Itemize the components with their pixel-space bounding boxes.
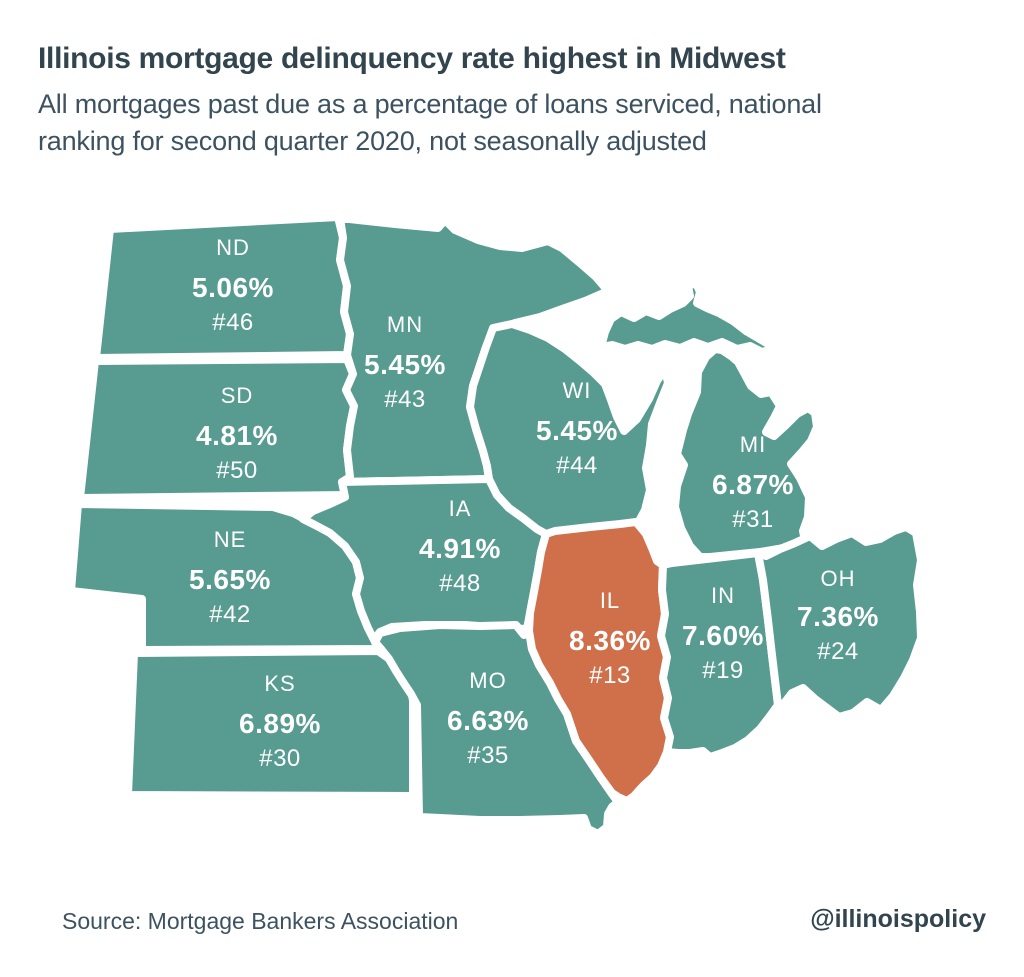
subtitle-line-1: All mortgages past due as a percentage o… bbox=[38, 89, 822, 119]
subtitle-line-2: ranking for second quarter 2020, not sea… bbox=[38, 126, 707, 156]
chart-footer: Source: Mortgage Bankers Association @il… bbox=[0, 905, 1024, 945]
svg-text:4.91%: 4.91% bbox=[419, 533, 501, 564]
svg-text:7.60%: 7.60% bbox=[682, 620, 764, 651]
svg-text:MI: MI bbox=[740, 432, 766, 457]
state-mi-shape bbox=[671, 345, 821, 561]
state-label-wi: WI 5.45% #44 bbox=[536, 378, 618, 479]
svg-text:#31: #31 bbox=[732, 506, 774, 533]
svg-text:5.45%: 5.45% bbox=[536, 415, 618, 446]
state-label-ks: KS 6.89% #30 bbox=[239, 671, 321, 772]
svg-text:MO: MO bbox=[469, 668, 506, 693]
chart-header: Illinois mortgage delinquency rate highe… bbox=[38, 42, 998, 160]
state-label-ia: IA 4.91% #48 bbox=[419, 496, 501, 597]
svg-text:IL: IL bbox=[600, 588, 620, 613]
state-label-in: IN 7.60% #19 bbox=[682, 583, 764, 684]
svg-text:#13: #13 bbox=[589, 662, 631, 689]
state-wi-shape bbox=[466, 320, 672, 538]
svg-text:#50: #50 bbox=[216, 457, 258, 484]
svg-text:#19: #19 bbox=[702, 657, 744, 684]
svg-text:SD: SD bbox=[221, 383, 254, 408]
svg-text:#46: #46 bbox=[212, 309, 254, 336]
state-label-mn: MN 5.45% #43 bbox=[364, 312, 446, 413]
state-label-mo: MO 6.63% #35 bbox=[447, 668, 529, 769]
svg-text:#30: #30 bbox=[259, 745, 301, 772]
state-label-sd: SD 4.81% #50 bbox=[196, 383, 278, 484]
illinoispolicy-handle: @illinoispolicy bbox=[810, 905, 986, 933]
svg-text:IN: IN bbox=[711, 583, 735, 608]
state-mi-upper-peninsula-shape bbox=[597, 279, 777, 356]
svg-text:IA: IA bbox=[449, 496, 472, 521]
state-label-nd: ND 5.06% #46 bbox=[192, 235, 274, 336]
svg-text:OH: OH bbox=[821, 566, 856, 591]
state-label-il: IL 8.36% #13 bbox=[569, 588, 651, 689]
svg-text:KS: KS bbox=[264, 671, 295, 696]
svg-text:#43: #43 bbox=[384, 386, 426, 413]
svg-text:7.36%: 7.36% bbox=[797, 601, 879, 632]
svg-text:8.36%: 8.36% bbox=[569, 625, 651, 656]
svg-text:5.06%: 5.06% bbox=[192, 272, 274, 303]
svg-text:4.81%: 4.81% bbox=[196, 420, 278, 451]
svg-text:ND: ND bbox=[216, 235, 250, 260]
page-title: Illinois mortgage delinquency rate highe… bbox=[38, 42, 786, 75]
svg-text:#42: #42 bbox=[209, 601, 251, 628]
svg-text:MN: MN bbox=[387, 312, 423, 337]
svg-text:#24: #24 bbox=[817, 638, 859, 665]
svg-text:NE: NE bbox=[214, 527, 247, 552]
state-il-shape bbox=[525, 518, 674, 805]
svg-text:6.63%: 6.63% bbox=[447, 705, 529, 736]
state-label-oh: OH 7.36% #24 bbox=[797, 566, 879, 665]
svg-text:5.45%: 5.45% bbox=[364, 349, 446, 380]
svg-text:6.87%: 6.87% bbox=[712, 469, 794, 500]
svg-text:5.65%: 5.65% bbox=[189, 564, 271, 595]
state-label-ne: NE 5.65% #42 bbox=[189, 527, 271, 628]
svg-text:WI: WI bbox=[563, 378, 592, 403]
svg-text:6.89%: 6.89% bbox=[239, 708, 321, 739]
svg-text:#48: #48 bbox=[439, 570, 481, 597]
svg-text:#44: #44 bbox=[556, 452, 598, 479]
state-label-mi: MI 6.87% #31 bbox=[712, 432, 794, 533]
chart-subtitle: All mortgages past due as a percentage o… bbox=[38, 86, 998, 160]
svg-text:#35: #35 bbox=[467, 742, 509, 769]
state-oh-shape bbox=[754, 523, 925, 721]
source-credit: Source: Mortgage Bankers Association bbox=[62, 908, 459, 934]
